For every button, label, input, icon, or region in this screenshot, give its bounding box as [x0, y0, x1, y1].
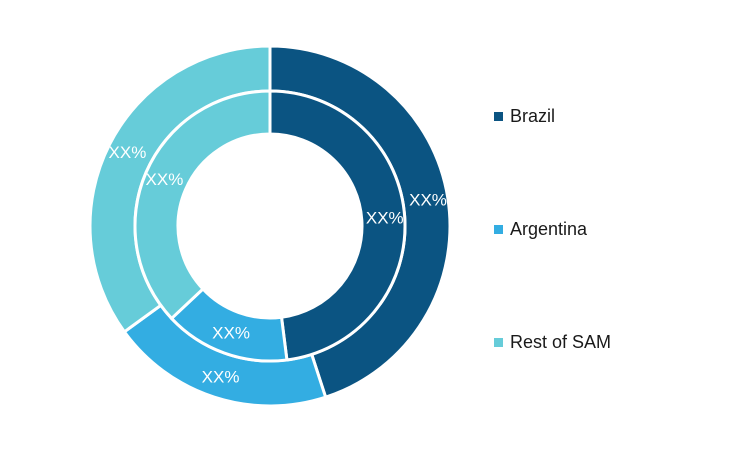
outer-slice-label-argentina: XX% — [202, 368, 240, 387]
inner-slice-rest-of-sam — [133, 89, 272, 321]
legend-item-brazil: Brazil — [494, 106, 555, 127]
legend-swatch-rest-of-sam — [494, 338, 503, 347]
inner-slice-label-argentina: XX% — [212, 324, 250, 343]
legend-label-brazil: Brazil — [510, 106, 556, 126]
legend-item-rest-of-sam: Rest of SAM — [494, 332, 611, 353]
legend-label-rest-of-sam: Rest of SAM — [510, 332, 612, 352]
inner-slice-label-rest-of-sam: XX% — [146, 170, 184, 189]
inner-slice-brazil — [268, 89, 407, 362]
legend-swatch-argentina — [494, 225, 503, 234]
legend-label-argentina: Argentina — [510, 219, 588, 239]
inner-slice-label-brazil: XX% — [366, 208, 404, 227]
legend-swatch-brazil — [494, 112, 503, 121]
legend-item-argentina: Argentina — [494, 219, 587, 240]
outer-slice-label-rest-of-sam: XX% — [109, 143, 147, 162]
outer-slice-label-brazil: XX% — [409, 190, 447, 209]
